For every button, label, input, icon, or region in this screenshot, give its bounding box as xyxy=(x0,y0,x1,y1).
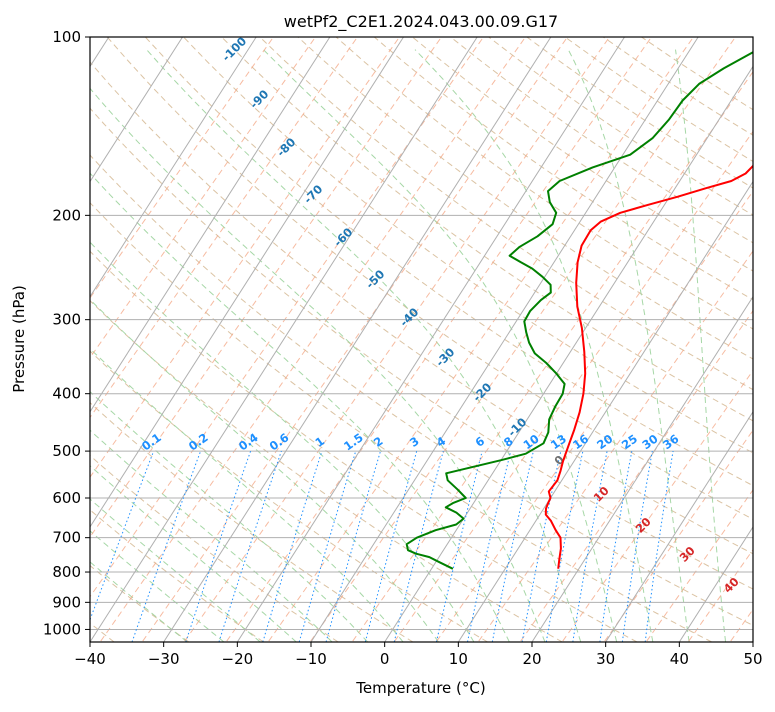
x-tick-label: 0 xyxy=(380,650,390,668)
x-tick-label: −30 xyxy=(148,650,180,668)
y-tick-label: 200 xyxy=(52,206,81,224)
x-tick-label: −40 xyxy=(74,650,106,668)
x-tick-label: 40 xyxy=(670,650,689,668)
x-tick-label: −20 xyxy=(222,650,254,668)
x-axis-title: Temperature (°C) xyxy=(355,679,485,697)
x-tick-label: 10 xyxy=(449,650,468,668)
y-tick-label: 300 xyxy=(52,311,81,329)
y-tick-label: 900 xyxy=(52,593,81,611)
y-tick-label: 500 xyxy=(52,442,81,460)
x-tick-label: 50 xyxy=(743,650,762,668)
y-tick-label: 600 xyxy=(52,489,81,507)
y-tick-label: 400 xyxy=(52,385,81,403)
y-tick-label: 700 xyxy=(52,529,81,547)
x-tick-label: 20 xyxy=(522,650,541,668)
x-tick-label: 30 xyxy=(596,650,615,668)
chart-title: wetPf2_C2E1.2024.043.00.09.G17 xyxy=(284,12,558,32)
y-tick-label: 800 xyxy=(52,563,81,581)
y-tick-label: 1000 xyxy=(43,620,81,638)
y-tick-label: 100 xyxy=(52,28,81,46)
x-tick-label: −10 xyxy=(295,650,327,668)
y-axis-title: Pressure (hPa) xyxy=(10,285,28,393)
